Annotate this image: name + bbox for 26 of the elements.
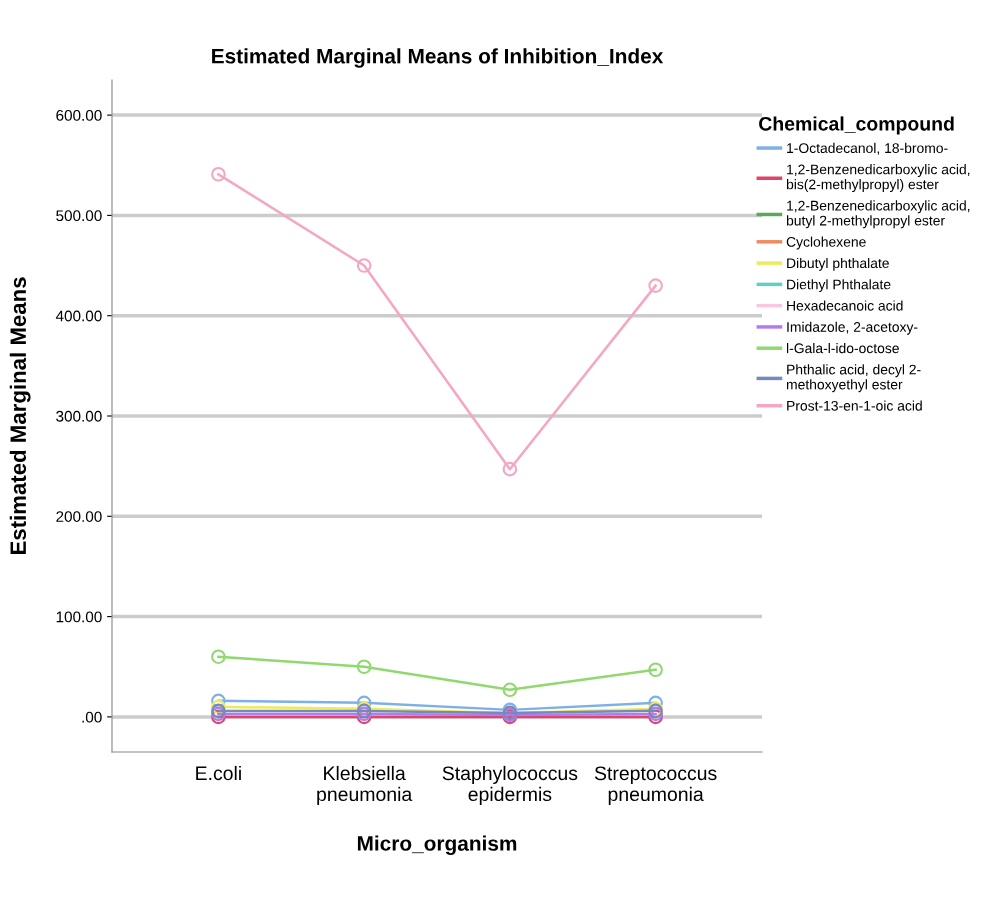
y-tick-label: 200.00 <box>56 511 102 522</box>
legend-label: Dibutyl phthalate <box>787 257 889 271</box>
x-tick-label: E.coli <box>196 765 241 781</box>
legend-label: l-Gala-l-ido-octose <box>786 343 899 354</box>
legend-label: Imidazole, 2-acetoxy- <box>787 321 918 335</box>
legend-label: Prost-13-en-1-oic acid <box>787 400 922 411</box>
y-tick-label: .00 <box>82 711 102 723</box>
legend-label: 1,2-Benzenedicarboxylic acid, bis(2-methylpropyl) ester <box>786 164 970 193</box>
y-tick-label: 300.00 <box>56 410 102 422</box>
y-tick-label: 400.00 <box>55 310 102 322</box>
y-tick-label: 100.00 <box>56 611 102 623</box>
x-tick-label: Klebsiella pneumonia <box>317 765 413 805</box>
y-axis-title: Estimated Marginal Means <box>9 277 31 555</box>
legend-label: 1-Octadecanol, 18-bromo- <box>787 142 948 155</box>
x-axis-title: Micro_organism <box>357 835 517 856</box>
y-tick-label: 500.00 <box>56 210 102 222</box>
legend-label: 1,2-Benzenedicarboxylic acid, butyl 2-methylpropyl ester <box>786 200 970 229</box>
legend-label: Cyclohexene <box>786 236 866 250</box>
x-tick-label: Staphylococcus epidermis <box>442 765 578 805</box>
chart-title: Estimated Marginal Means of Inhibition_Index <box>212 48 664 68</box>
legend-title: Chemical_compound <box>759 116 954 135</box>
legend-label: Phthalic acid, decyl 2- methoxyethyl ester <box>786 364 921 393</box>
legend-label: Diethyl Phthalate <box>787 279 891 293</box>
x-tick-label: Streptococcus pneumonia <box>594 766 717 805</box>
y-tick-label: 600.00 <box>56 109 102 121</box>
legend-label: Hexadecanoic acid <box>787 300 903 311</box>
